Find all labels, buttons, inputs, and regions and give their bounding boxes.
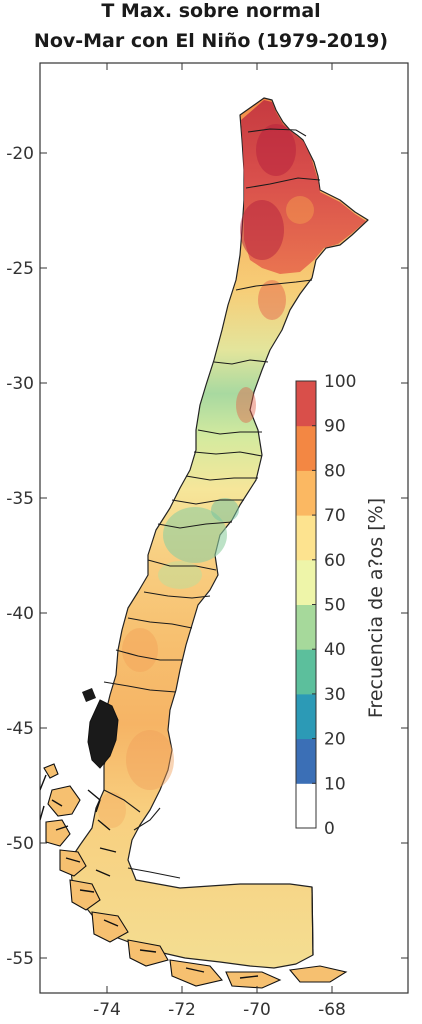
colorbar-tick-label: 10 — [324, 774, 346, 794]
colorbar-label: Frecuencia de a?os [%] — [365, 498, 387, 718]
colorbar-tick-label: 30 — [324, 685, 346, 705]
y-tick-label: -25 — [6, 259, 34, 279]
colorbar-bin — [296, 470, 316, 516]
x-tick-label: -72 — [168, 1000, 196, 1020]
colorbar-tick-label: 20 — [324, 730, 346, 750]
colorbar-tick-label: 100 — [324, 372, 356, 392]
y-tick-label: -20 — [6, 144, 34, 164]
chile-map — [40, 97, 369, 989]
fjord-lines — [40, 774, 259, 979]
y-tick-label: -50 — [6, 834, 34, 854]
colorbar-bin — [296, 515, 316, 561]
x-tick-label: -68 — [318, 1000, 346, 1020]
colorbar-tick-label: 0 — [324, 819, 335, 839]
colorbar-bin — [296, 783, 316, 829]
map-title-line-2: Nov-Mar con El Niño (1979-2019) — [33, 30, 389, 52]
colorbar: 0 10 20 30 40 50 60 70 80 90 100 — [295, 372, 356, 839]
colorbar-bin — [296, 559, 316, 605]
colorbar-tick-label: 80 — [324, 461, 346, 481]
colorbar-bin — [296, 693, 316, 740]
chiloe-island — [87, 699, 119, 769]
colorbar-tick-label: 50 — [324, 596, 346, 616]
map-title-line-1: T Max. sobre normal — [101, 0, 321, 22]
colorbar-tick-label: 60 — [324, 551, 346, 571]
southern-archipelago — [43, 763, 348, 989]
x-axis: -74 -72 -70 -68 — [93, 63, 346, 1020]
regional-boundaries — [103, 128, 321, 879]
colorbar-tick-label: 40 — [324, 640, 346, 660]
colorbar-tick-label: 70 — [324, 506, 346, 526]
colorbar-bin — [296, 604, 316, 650]
x-tick-label: -74 — [93, 1000, 121, 1020]
colorbar-bin — [296, 425, 316, 471]
x-tick-label: -70 — [243, 1000, 271, 1020]
colorbar-bin — [296, 649, 316, 695]
y-tick-label: -45 — [6, 719, 34, 739]
y-tick-label: -40 — [6, 604, 34, 624]
colorbar-bin — [296, 738, 316, 784]
y-axis: -20 -25 -30 -35 -40 -45 -50 -55 — [6, 144, 408, 969]
colorbar-tick-label: 90 — [324, 417, 346, 437]
y-tick-label: -35 — [6, 489, 34, 509]
colorbar-bin — [296, 381, 316, 427]
y-tick-label: -55 — [6, 949, 34, 969]
y-tick-label: -30 — [6, 374, 34, 394]
